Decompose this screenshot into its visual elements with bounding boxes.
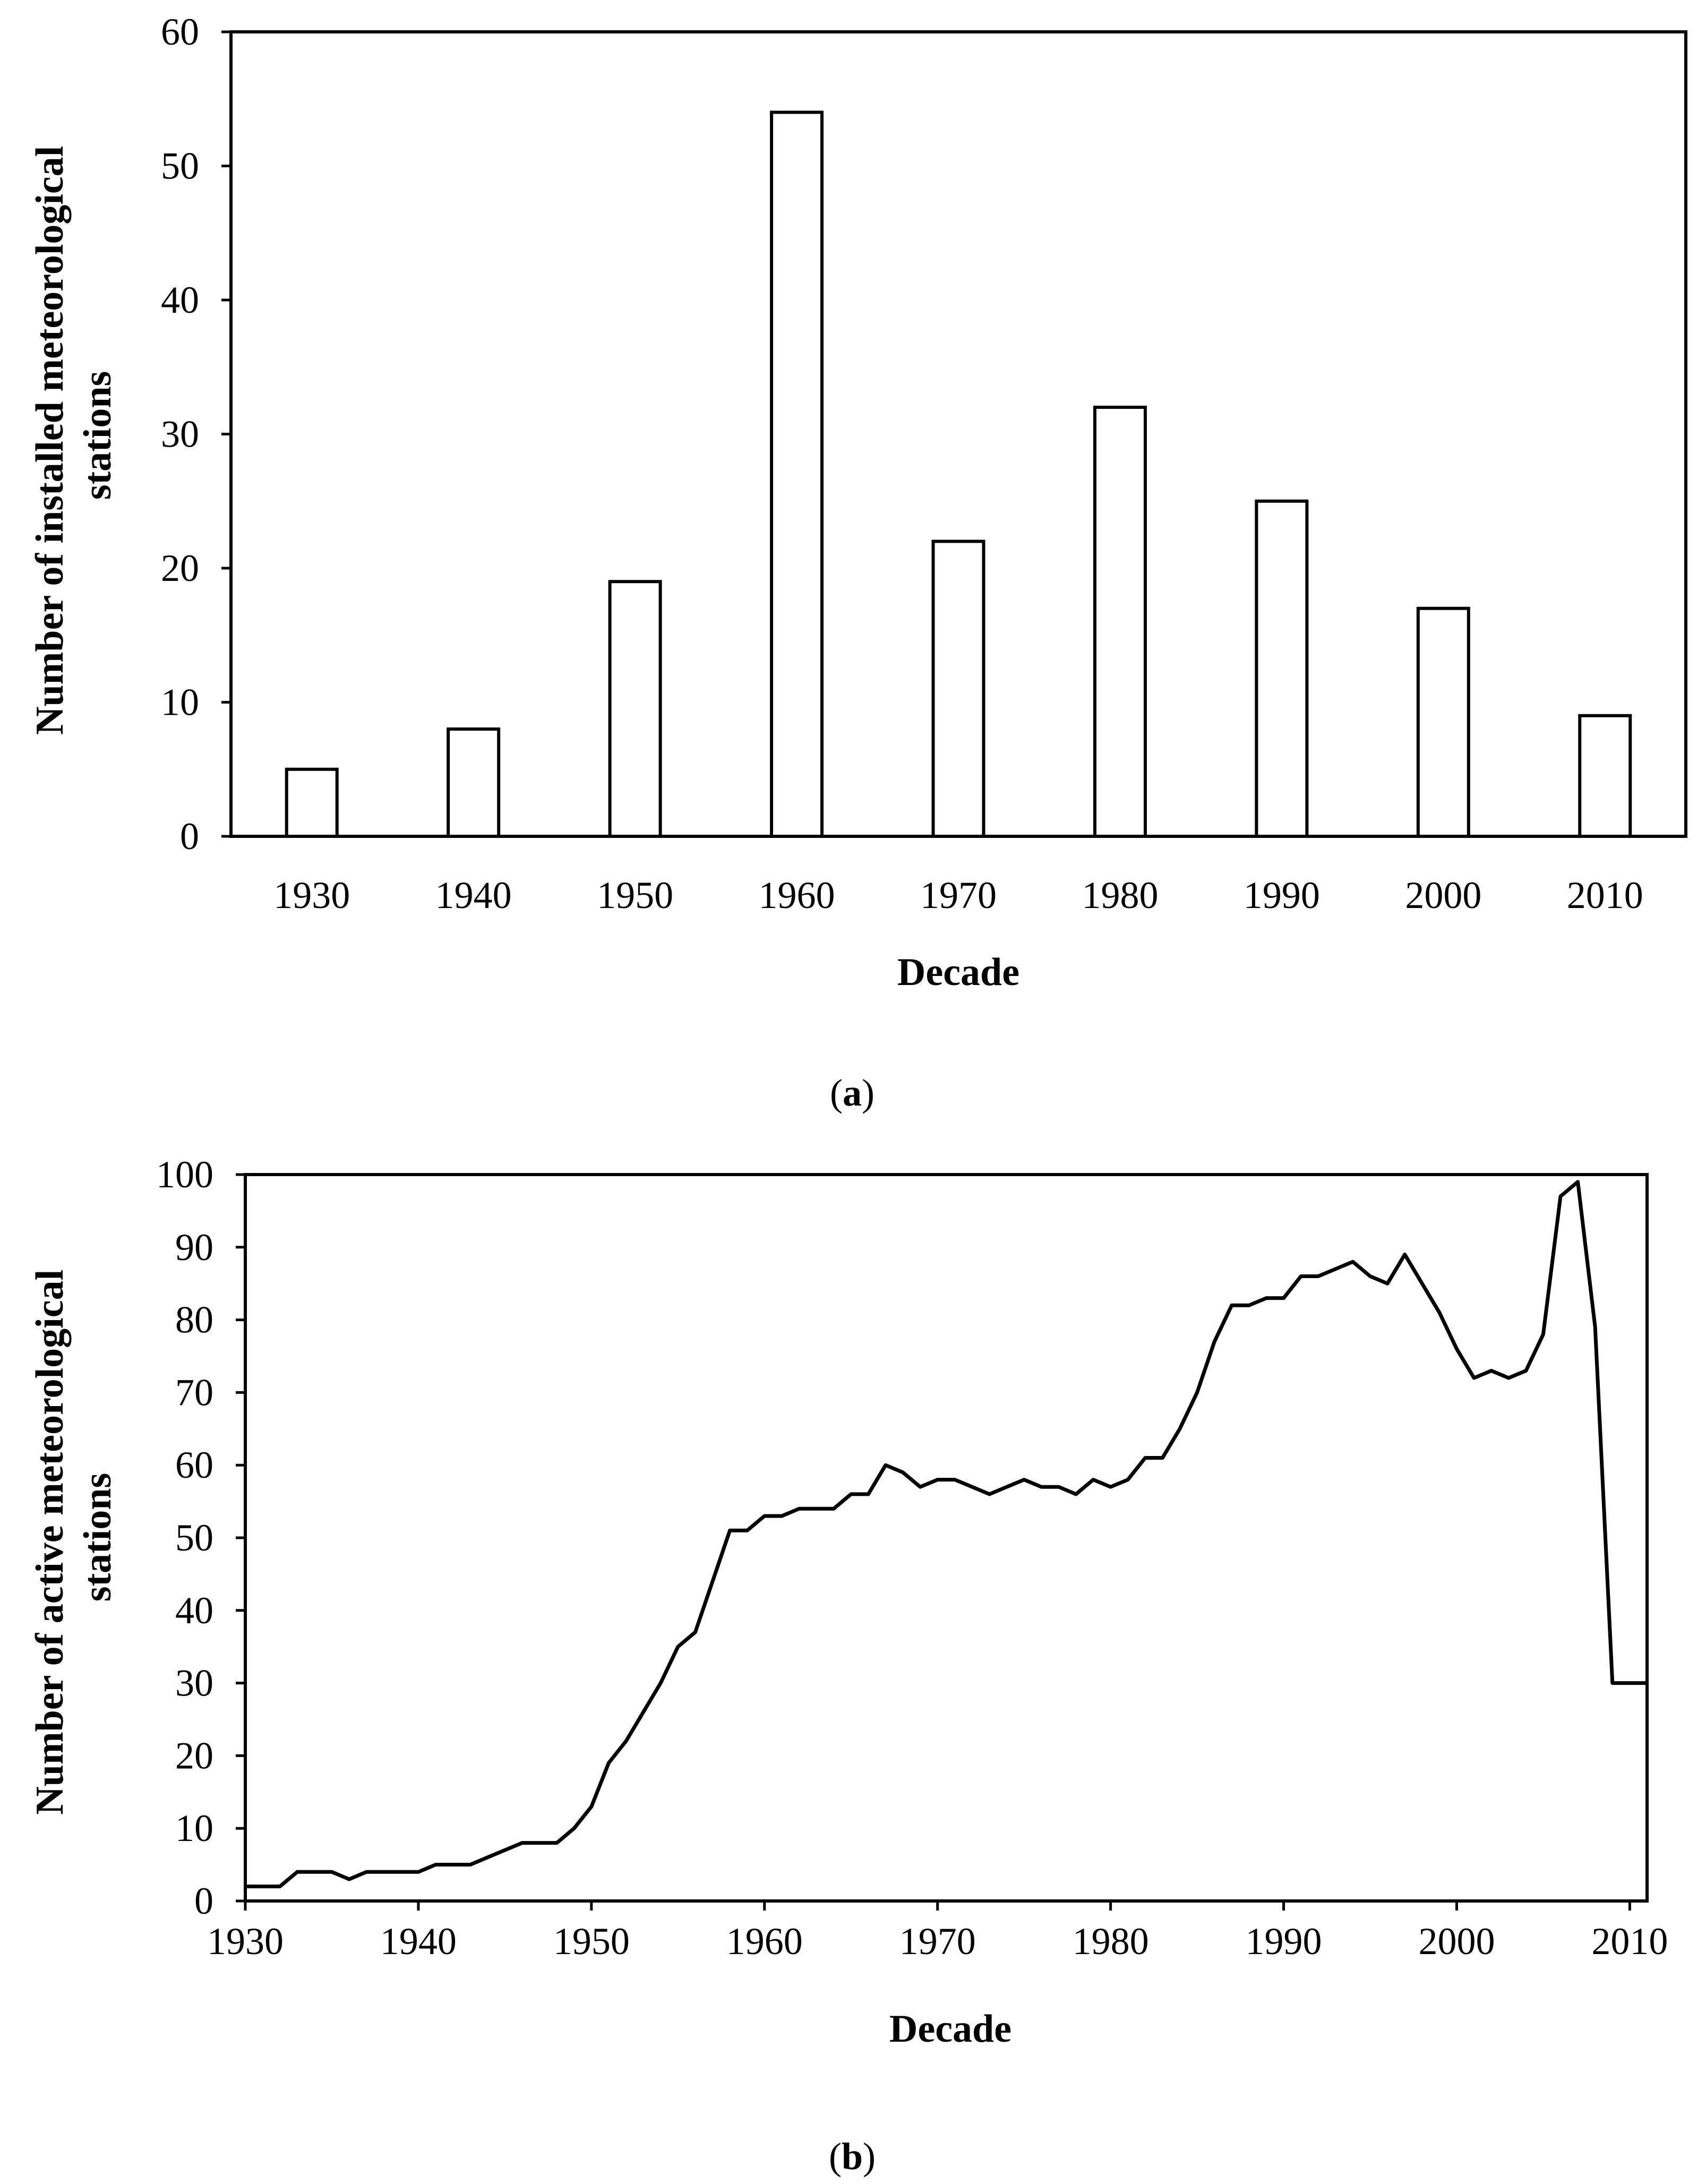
- chart-b-y-axis-title-line1: Number of active meteorological: [28, 1270, 72, 1815]
- chart-b-y-tick-label: 70: [175, 1371, 213, 1414]
- chart-a-x-tick-label: 1970: [920, 874, 997, 917]
- chart-a-bar-2000: [1416, 606, 1470, 838]
- chart-b-y-tick-label: 80: [175, 1299, 213, 1341]
- chart-b-y-tick-label: 90: [175, 1226, 213, 1269]
- chart-a-y-tick-label: 50: [161, 145, 199, 187]
- chart-a-bar-1980: [1093, 406, 1147, 838]
- chart-b-x-tick-label: 1990: [1246, 1920, 1322, 1963]
- chart-b-y-tick-label: 10: [175, 1807, 213, 1849]
- chart-a-x-ticks: 1930 1940 1950 1960 1970 1980 1990 2000 2010: [273, 874, 1643, 917]
- chart-b-y-tick-label: 30: [175, 1662, 213, 1705]
- chart-a-y-tick-label: 30: [161, 413, 199, 456]
- chart-a-y-tick-label: 40: [161, 279, 199, 321]
- chart-a-bar-1990: [1255, 499, 1309, 838]
- chart-a-y-tick-label: 10: [161, 681, 199, 724]
- chart-b-y-tick-label: 20: [175, 1734, 213, 1777]
- chart-a-x-tick-label: 1940: [435, 874, 512, 917]
- chart-a-x-tick-label: 1960: [759, 874, 835, 917]
- chart-a-y-tick-label: 20: [161, 547, 199, 589]
- chart-a-x-tick-label: 2000: [1405, 874, 1481, 917]
- chart-a-y-tick-label: 60: [161, 11, 199, 53]
- chart-b-x-axis-title: Decade: [889, 2007, 1011, 2051]
- chart-a-y-axis-title: Number of installed meteorological stati…: [28, 136, 119, 735]
- chart-b-x-tick-label: 2000: [1418, 1920, 1495, 1963]
- chart-a-bar-1960: [770, 110, 824, 838]
- chart-b-y-tick-label: 50: [175, 1517, 213, 1559]
- chart-a-x-axis-title: Decade: [897, 950, 1019, 994]
- chart-b-y-tick-label: 40: [175, 1589, 213, 1632]
- chart-b-y-axis-title-line2: stations: [76, 1473, 119, 1602]
- chart-b-x-tick-label: 1970: [899, 1920, 976, 1963]
- chart-a-bar-1940: [447, 727, 501, 838]
- chart-a-bars: [285, 110, 1632, 838]
- chart-b-x-tick-label: 1980: [1073, 1920, 1149, 1963]
- chart-b-y-axis-title: Number of active meteorological stations: [28, 1260, 119, 1814]
- chart-b-x-tick-label: 1930: [207, 1920, 284, 1963]
- chart-b-y-tick-label: 100: [156, 1153, 213, 1196]
- chart-a-x-tick-label: 1980: [1082, 874, 1158, 917]
- chart-b-y-tick-label: 0: [194, 1880, 213, 1922]
- chart-a-bar-2010: [1578, 714, 1632, 838]
- chart-a-y-axis-title-line2: stations: [76, 371, 119, 500]
- chart-a-y-axis-title-line1: Number of installed meteorological: [28, 146, 72, 735]
- chart-a-x-tick-label: 1930: [273, 874, 350, 917]
- chart-b-x-tick-label: 1940: [380, 1920, 457, 1963]
- chart-a-bar-1930: [285, 767, 339, 838]
- chart-a-x-tick-label: 1990: [1244, 874, 1320, 917]
- chart-a-caption: (a): [830, 1072, 875, 1114]
- chart-a-x-tick-label: 2010: [1567, 874, 1643, 917]
- chart-b-x-tick-label: 1960: [726, 1920, 803, 1963]
- chart-a-x-tick-label: 1950: [597, 874, 673, 917]
- chart-a-bar-1950: [608, 580, 662, 838]
- chart-b-caption-letter: b: [842, 2135, 863, 2178]
- chart-b-x-ticks: 1930 1940 1950 1960 1970 1980 1990 2000 2010: [207, 1901, 1668, 1963]
- chart-b-x-tick-label: 2010: [1591, 1920, 1668, 1963]
- chart-b-y-tick-label: 60: [175, 1444, 213, 1486]
- chart-a-bar-1970: [931, 539, 985, 838]
- chart-b-points: [245, 1181, 1648, 1887]
- chart-a-y-tick-label: 0: [180, 815, 199, 858]
- chart-b-x-tick-label: 1950: [553, 1920, 630, 1963]
- chart-b-plot-frame: [244, 1173, 1649, 1903]
- chart-b-caption: (b): [829, 2135, 876, 2178]
- chart-a-y-ticks: 0 10 20 30 40 50 60: [161, 11, 231, 858]
- chart-b-series-line: [245, 1180, 1647, 1889]
- chart-a-caption-letter: a: [843, 1072, 862, 1114]
- chart-b-y-ticks: 0 10 20 30 40 50 60 70 80 90 100: [156, 1153, 245, 1922]
